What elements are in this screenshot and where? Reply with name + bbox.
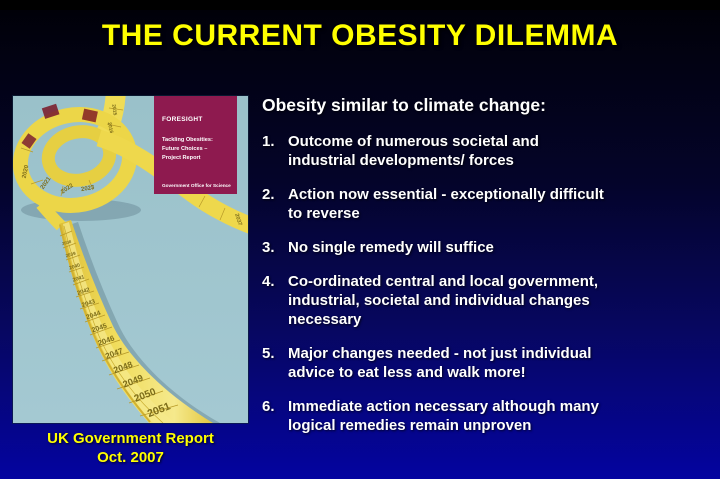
tape-year-label: 2043 — [81, 298, 97, 309]
list-item-5: 5. Major changes needed - not just indiv… — [262, 344, 714, 382]
tape-year-label: 2045 — [91, 323, 108, 335]
item-text: Outcome of numerous societal and industr… — [288, 133, 539, 169]
item-number: 5. — [262, 345, 275, 362]
slide-title: THE CURRENT OBESITY DILEMMA — [101, 19, 619, 52]
tape-year-label: 2041 — [72, 274, 85, 283]
panel-footer: Government Office for Science — [162, 183, 231, 188]
item-text: Immediate action necessary although many… — [288, 398, 599, 434]
tape-dark-segment — [21, 133, 37, 149]
list-item-2: 2. Action now essential - exceptionally … — [262, 185, 714, 223]
tape-dark-segment — [81, 108, 98, 123]
tape-year-label: 2042 — [77, 287, 91, 297]
caption-line-1: UK Government Report — [47, 430, 214, 447]
cover-illustration: 2015 2016 2020 2021 2022 2023 2037 20 — [13, 96, 248, 423]
item-text: No single remedy will suffice — [288, 239, 494, 256]
bullet-content: Obesity similar to climate change: 1. Ou… — [262, 95, 714, 450]
tape-year-label: 2037 — [233, 213, 242, 227]
item-text: Major changes needed - not just individu… — [288, 345, 592, 381]
tape-dark-segment — [41, 103, 60, 119]
list-item-6: 6. Immediate action necessary although m… — [262, 397, 714, 435]
tape-year-label: 2023 — [81, 185, 96, 193]
report-cover-photo: 2015 2016 2020 2021 2022 2023 2037 20 — [12, 95, 249, 424]
list-item-3: 3. No single remedy will suffice — [262, 238, 714, 257]
photo-caption: UK Government Report Oct. 2007 — [12, 429, 249, 467]
top-border — [0, 0, 720, 10]
tape-year-label: 2016 — [106, 122, 114, 134]
item-number: 2. — [262, 186, 275, 203]
tape-year-label: 2020 — [22, 164, 31, 179]
tape-year-label: 2039 — [65, 251, 77, 259]
measuring-tape-ruler: 2038 2039 2040 2041 2042 2043 2044 2045 … — [59, 220, 213, 423]
item-number: 1. — [262, 133, 275, 150]
ruler-left-edge — [59, 224, 151, 423]
tape-year-label: 2044 — [85, 310, 101, 322]
item-text: Co-ordinated central and local governmen… — [288, 273, 599, 328]
foresight-panel: FORESIGHT Tackling Obesities: Future Cho… — [154, 96, 237, 194]
list-item-4: 4. Co-ordinated central and local govern… — [262, 272, 714, 329]
panel-background — [154, 96, 237, 194]
item-text: Action now essential - exceptionally dif… — [288, 186, 604, 222]
coil-tick-marks — [20, 107, 124, 197]
list-item-1: 1. Outcome of numerous societal and indu… — [262, 132, 714, 170]
caption-line-2: Oct. 2007 — [97, 449, 164, 466]
item-number: 6. — [262, 398, 275, 415]
item-number: 3. — [262, 239, 275, 256]
ruler-segment-lines — [59, 230, 179, 417]
tape-year-label: 2015 — [110, 104, 118, 116]
item-number: 4. — [262, 273, 275, 290]
panel-title-line: Project Report — [162, 155, 201, 161]
panel-brand: FORESIGHT — [162, 116, 203, 123]
content-heading: Obesity similar to climate change: — [262, 95, 546, 115]
tape-year-label: 2038 — [61, 239, 72, 247]
tape-year-label: 2040 — [69, 262, 82, 271]
panel-title-line: Tackling Obesities: — [162, 137, 213, 143]
panel-title-line: Future Choices – — [162, 146, 207, 152]
